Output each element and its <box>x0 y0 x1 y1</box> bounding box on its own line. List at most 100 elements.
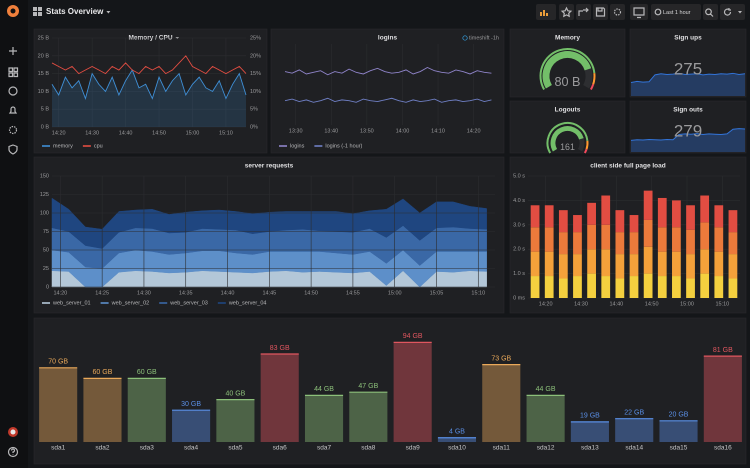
panel <box>270 28 505 154</box>
y2-tick-label: 15% <box>250 71 261 77</box>
panel-title: server requests <box>245 163 294 170</box>
y-tick-label: 0 ms <box>513 295 525 301</box>
y-tick-label: 150 <box>40 173 49 179</box>
zoom-out-button[interactable] <box>703 4 718 20</box>
y-tick-label: 75 <box>43 229 49 235</box>
x-tick-label: sda5 <box>228 445 242 452</box>
legend-label: logins (-1 hour) <box>325 143 362 149</box>
shield-icon[interactable] <box>8 144 18 155</box>
bar <box>349 392 388 442</box>
x-tick-label: 14:50 <box>304 290 318 296</box>
bar-segment <box>544 227 554 252</box>
x-tick-label: 13:30 <box>289 128 303 134</box>
y-tick-label: 5 B <box>41 107 50 113</box>
threshold-band <box>539 48 596 90</box>
bar-segment <box>601 224 611 250</box>
bar-segment <box>615 232 625 255</box>
y-tick-label: 50 <box>43 247 49 253</box>
y-tick-label: 100 <box>40 210 49 216</box>
bar <box>659 420 698 442</box>
bar-segment <box>657 227 667 252</box>
y2-tick-label: 20% <box>250 53 261 59</box>
bar-value-label: 19 GB <box>580 413 600 420</box>
bar-segment <box>714 251 724 277</box>
settings-button[interactable] <box>610 4 625 20</box>
gauge-value-label: 80 B <box>554 75 580 89</box>
x-tick-label: sda10 <box>448 445 466 452</box>
time-picker[interactable] <box>651 4 701 20</box>
bar-segment <box>544 205 554 228</box>
bar-value-label: 40 GB <box>225 390 245 397</box>
legend-label: web_server_02 <box>111 300 150 306</box>
bar-segment <box>530 251 540 277</box>
config-icon[interactable] <box>8 125 18 135</box>
x-tick-label: sda13 <box>581 445 599 452</box>
y-tick-label: 125 <box>40 192 49 198</box>
add-panel-button[interactable] <box>536 4 556 20</box>
bar-segment <box>700 222 710 250</box>
dashboard-icon <box>33 7 42 16</box>
bar-segment <box>615 210 625 233</box>
dashboards-icon[interactable] <box>8 67 19 78</box>
series-line <box>284 97 492 103</box>
x-tick-label: sda9 <box>406 445 420 452</box>
sparkline <box>630 128 746 141</box>
alerting-icon[interactable] <box>8 106 18 114</box>
add-icon[interactable] <box>9 47 17 55</box>
bar-segment <box>643 273 653 298</box>
x-tick-label: 14:10 <box>431 128 445 134</box>
x-tick-label: 13:40 <box>324 128 338 134</box>
bar-segment <box>672 227 681 252</box>
y-tick-label: 20 B <box>38 53 50 59</box>
legend-swatch <box>42 302 50 304</box>
y-tick-label: 25 B <box>38 35 50 41</box>
toolbar: Last 1 hour <box>536 4 745 20</box>
explore-icon[interactable] <box>8 86 18 96</box>
bar-segment <box>530 276 540 298</box>
bar-segment <box>686 229 695 255</box>
bar-segment <box>728 210 738 233</box>
legend-label: web_server_01 <box>52 300 91 306</box>
help-icon[interactable] <box>7 446 19 458</box>
y-tick-label: 15 B <box>38 71 50 77</box>
bar-segment <box>657 197 667 228</box>
bar-value-label: 22 GB <box>624 410 644 417</box>
star-button[interactable] <box>559 4 574 20</box>
bar <box>172 410 211 442</box>
y2-tick-label: 5% <box>250 107 258 113</box>
bar <box>304 395 344 442</box>
x-tick-label: 14:20 <box>539 301 553 307</box>
bar-segment <box>615 278 625 298</box>
bar-segment <box>587 202 596 225</box>
gauge-value <box>550 126 584 152</box>
refresh-glyph <box>723 8 732 16</box>
bar-segment <box>587 249 596 274</box>
threshold-band <box>590 84 595 90</box>
bar-segment <box>728 232 738 255</box>
x-tick-label: sda16 <box>714 445 732 452</box>
bar <box>526 395 565 442</box>
bar-segment <box>643 219 653 247</box>
x-tick-label: 14:20 <box>52 130 66 136</box>
panel-title: logins <box>378 35 398 42</box>
panel <box>629 28 747 98</box>
save-button[interactable] <box>593 4 608 20</box>
panel <box>509 28 626 98</box>
bar <box>127 378 166 442</box>
panel <box>33 317 747 465</box>
bar-segment <box>573 254 582 277</box>
bar-segment <box>686 278 695 298</box>
legend-swatch <box>159 302 168 304</box>
legend-swatch <box>100 302 109 304</box>
dashboard-title[interactable]: Stats Overview <box>46 7 104 16</box>
bar-value-label: 44 GB <box>536 386 556 393</box>
x-tick-label: 14:40 <box>609 301 623 307</box>
x-tick-label: 15:00 <box>680 301 694 307</box>
bar-segment <box>629 215 639 233</box>
bar-segment <box>672 251 681 277</box>
y-tick-label: 1.0 s <box>513 271 525 277</box>
bar-value-label: 20 GB <box>669 412 689 419</box>
share-button[interactable] <box>576 4 591 20</box>
refresh-button[interactable] <box>720 4 745 20</box>
panel-title: Sign outs <box>673 107 703 114</box>
